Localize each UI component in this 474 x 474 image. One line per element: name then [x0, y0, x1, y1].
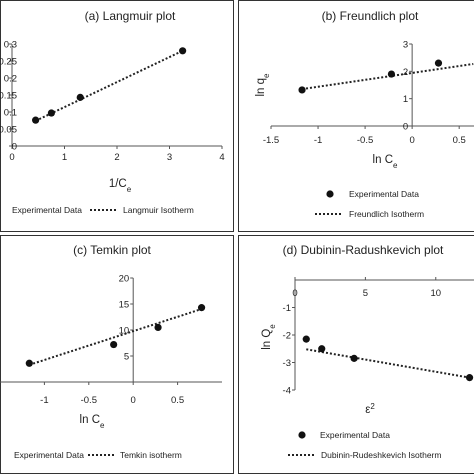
y-tick-label: 0	[12, 142, 17, 153]
legend-marker-point	[298, 431, 306, 439]
legend-label-isotherm: Langmuir Isotherm	[123, 205, 194, 215]
data-point	[47, 109, 55, 117]
x-tick-label: 1	[62, 152, 67, 163]
x-axis-label: ln Ce	[373, 154, 398, 170]
x-tick-label: 0	[409, 135, 414, 146]
data-point	[154, 323, 162, 331]
data-point	[110, 340, 118, 349]
x-axis-label: ε2	[365, 402, 375, 417]
x-tick-label: 0.5	[171, 395, 184, 406]
chart-title: (b) Freundlich plot	[322, 9, 419, 23]
panel-border	[0, 235, 234, 474]
x-axis-label: ln Ce	[80, 414, 105, 430]
chart-title: (c) Temkin plot	[73, 243, 151, 257]
data-point	[179, 47, 187, 55]
y-tick-label: -1	[283, 303, 291, 314]
fit-line	[35, 49, 184, 122]
y-tick-label: 0.3	[4, 40, 17, 51]
y-tick-label: 10	[119, 326, 130, 337]
x-tick-label: 4	[219, 152, 224, 163]
y-tick-label: 15	[119, 300, 130, 311]
legend-label-isotherm: Dubinin-Rudeshkevich Isotherm	[321, 450, 441, 460]
x-tick-label: 5	[363, 288, 368, 299]
chart-title: (a) Langmuir plot	[85, 9, 176, 23]
y-axis-label: ln Qe	[261, 324, 277, 350]
y-tick-label: 3	[403, 40, 408, 51]
x-tick-label: -0.5	[81, 395, 97, 406]
chart-panel-3: 5 10 15 20 -1 -0.5 0 0.5 (c) Temkin plot ln Ce Exp…	[0, 235, 234, 474]
data-point	[298, 86, 306, 94]
y-tick-label: 20	[119, 274, 130, 285]
chart-panel-4: -1 -2 -3 -4 0 5 10 (d) Dubinin-Radushkevich plo…	[238, 235, 474, 474]
y-tick-label: 0.05	[0, 125, 17, 136]
legend-label-data: Experimental Data	[14, 450, 84, 460]
data-point	[197, 304, 206, 312]
data-point	[302, 335, 310, 343]
y-tick-label: 5	[124, 352, 129, 363]
legend-label-data: Experimental Data	[12, 205, 82, 215]
fit-line	[306, 348, 470, 379]
chart-panel-1: 0 0.05 0.1 0.15 0.2 0.25 0.3 0 1 2 3 4 (a) Langmuir …	[0, 0, 234, 232]
chart-title: (d) Dubinin-Radushkevich plot	[283, 243, 444, 257]
x-tick-label: 2	[114, 152, 119, 163]
y-tick-label: 1	[403, 94, 408, 105]
chart-panel-2: 0 1 2 3 -1.5 -1 -0.5 0 0.5 (b) Freundlich plot ln …	[238, 0, 474, 232]
x-tick-label: 0	[9, 152, 14, 163]
x-tick-label: 0	[131, 395, 136, 406]
legend-marker-point	[326, 190, 334, 198]
legend-label-data: Experimental Data	[349, 189, 419, 199]
data-point	[350, 354, 358, 362]
data-point	[465, 374, 474, 382]
fit-line	[28, 307, 205, 366]
fit-line	[301, 62, 474, 91]
x-tick-label: -0.5	[357, 135, 373, 146]
y-tick-label: 0.1	[4, 108, 17, 119]
y-axis-label: ln qe	[255, 73, 271, 97]
x-tick-label: 0	[292, 288, 297, 299]
x-tick-label: 10	[430, 288, 441, 299]
data-point	[387, 70, 396, 78]
y-tick-label: 0.25	[0, 57, 17, 68]
y-tick-label: -2	[283, 331, 291, 342]
y-tick-label: 0	[403, 122, 408, 133]
data-point	[76, 93, 84, 101]
x-tick-label: -1	[40, 395, 48, 406]
x-tick-label: -1.5	[263, 135, 279, 146]
panel-border	[238, 0, 474, 232]
data-point	[25, 359, 33, 367]
y-tick-label: 0.15	[0, 91, 17, 102]
legend-label-data: Experimental Data	[320, 430, 390, 440]
x-axis-label: 1/Ce	[109, 178, 132, 194]
y-tick-label: 2	[403, 67, 408, 78]
legend-label-isotherm: Temkin isotherm	[120, 450, 182, 460]
y-tick-label: -4	[283, 386, 291, 397]
x-tick-label: -1	[314, 135, 322, 146]
data-point	[434, 59, 443, 67]
y-tick-label: -3	[283, 358, 291, 369]
data-point	[32, 116, 40, 124]
panel-border	[0, 0, 234, 232]
x-tick-label: 3	[167, 152, 172, 163]
legend-label-isotherm: Freundlich Isotherm	[349, 209, 424, 219]
x-tick-label: 0.5	[453, 135, 466, 146]
data-point	[318, 345, 326, 353]
y-tick-label: 0.2	[4, 74, 17, 85]
